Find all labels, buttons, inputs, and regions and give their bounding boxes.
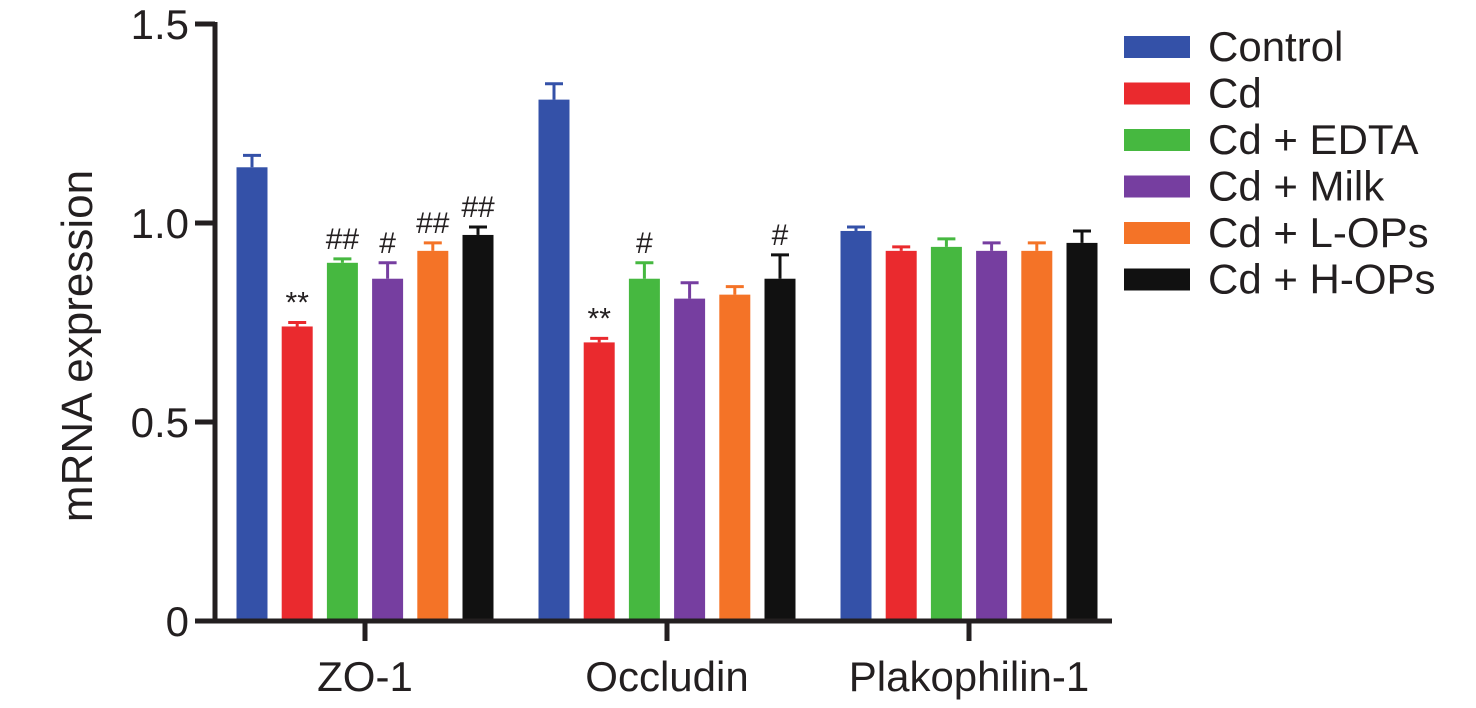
x-tick-label: Plakophilin-1: [849, 653, 1089, 700]
bar: [764, 278, 796, 621]
bar: [538, 99, 570, 622]
legend-swatch: [1124, 129, 1190, 151]
bar: [719, 294, 751, 621]
y-axis: 0 0.5 1.0 1.5: [131, 1, 218, 645]
bar: [628, 278, 660, 621]
significance-label: #: [379, 227, 396, 260]
significance-label: #: [772, 219, 789, 252]
bar: [462, 234, 494, 621]
legend-swatch: [1124, 82, 1190, 105]
bar: [326, 262, 358, 621]
legend-swatch: [1124, 175, 1190, 198]
x-tick-label: Occludin: [585, 653, 748, 700]
legend-label: Control: [1208, 23, 1343, 70]
bar: [976, 250, 1008, 622]
plot-area: **## ### ##**# #: [236, 82, 1098, 622]
x-axis: ZO-1 Occludin Plakophilin-1: [213, 618, 1112, 700]
bar: [281, 326, 313, 621]
significance-label: **: [588, 302, 612, 335]
legend-swatch: [1124, 268, 1190, 291]
bar: [236, 167, 268, 621]
y-tick-label: 0: [166, 598, 189, 645]
legend-swatch: [1124, 222, 1190, 244]
bar: [583, 342, 615, 621]
bar: [372, 278, 404, 621]
bar: [1021, 250, 1053, 622]
bar: [930, 246, 962, 621]
bar: [417, 250, 449, 622]
y-tick-label: 0.5: [131, 399, 189, 446]
y-tick-label: 1.0: [131, 200, 189, 247]
y-tick-label: 1.5: [131, 1, 189, 48]
legend-label: Cd + EDTA: [1208, 116, 1418, 163]
significance-label: #: [636, 227, 653, 260]
legend-label: Cd + H-OPs: [1208, 256, 1436, 303]
legend-label: Cd + L-OPs: [1208, 209, 1429, 256]
bar: [885, 250, 917, 622]
significance-label: ##: [326, 223, 360, 256]
significance-label: ##: [461, 191, 495, 224]
legend-label: Cd + Milk: [1208, 163, 1385, 210]
y-axis-title: mRNA expression: [53, 170, 102, 522]
significance-label: **: [286, 287, 310, 320]
bar: [840, 230, 872, 621]
legend-label: Cd: [1208, 70, 1262, 117]
significance-label: ##: [416, 207, 450, 240]
legend-swatch: [1124, 36, 1190, 58]
x-tick-label: ZO-1: [317, 653, 413, 700]
bar: [674, 298, 706, 621]
bar: [1066, 242, 1098, 621]
